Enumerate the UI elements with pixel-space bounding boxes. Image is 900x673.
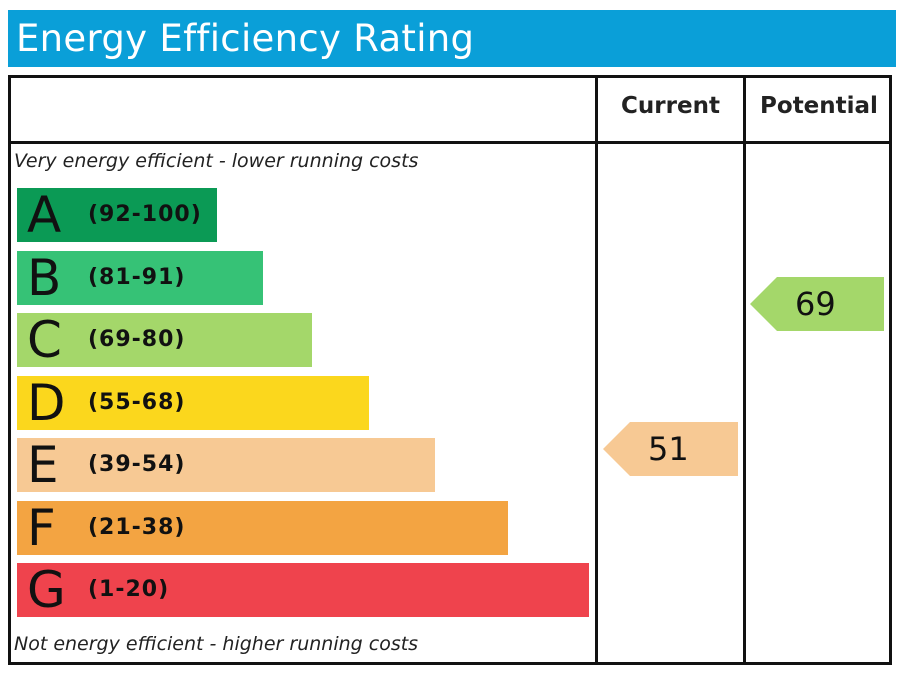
rating-table-frame <box>8 75 892 665</box>
band-letter: C <box>27 311 62 369</box>
band-range: (92-100) <box>88 202 202 227</box>
band-letter: B <box>27 249 62 307</box>
band-e: E (39-54) <box>17 438 435 492</box>
current-rating-arrow: 51 <box>603 422 738 476</box>
potential-column-divider <box>743 75 746 665</box>
band-range: (81-91) <box>88 265 186 290</box>
band-range: (39-54) <box>88 452 186 477</box>
band-range: (21-38) <box>88 515 186 540</box>
band-letter: A <box>27 186 62 244</box>
current-rating-value: 51 <box>648 430 689 468</box>
band-letter: D <box>27 374 66 432</box>
band-range: (55-68) <box>88 390 186 415</box>
potential-rating-arrow: 69 <box>750 277 884 331</box>
chart-title: Energy Efficiency Rating <box>16 17 475 60</box>
band-a: A (92-100) <box>17 188 217 242</box>
band-g: G (1-20) <box>17 563 589 617</box>
potential-column-header: Potential <box>760 93 878 119</box>
top-caption: Very energy efficient - lower running co… <box>14 150 419 172</box>
band-range: (69-80) <box>88 327 186 352</box>
band-b: B (81-91) <box>17 251 263 305</box>
current-column-divider <box>595 75 598 665</box>
current-column-header: Current <box>621 93 720 119</box>
band-f: F (21-38) <box>17 501 508 555</box>
bottom-caption: Not energy efficient - higher running co… <box>14 633 419 655</box>
band-letter: G <box>27 561 66 619</box>
band-c: C (69-80) <box>17 313 312 367</box>
title-bar: Energy Efficiency Rating <box>8 10 896 67</box>
potential-rating-value: 69 <box>795 285 836 323</box>
band-range: (1-20) <box>88 577 170 602</box>
band-letter: F <box>27 499 56 557</box>
header-row-divider <box>8 141 892 144</box>
band-d: D (55-68) <box>17 376 369 430</box>
band-letter: E <box>27 436 59 494</box>
